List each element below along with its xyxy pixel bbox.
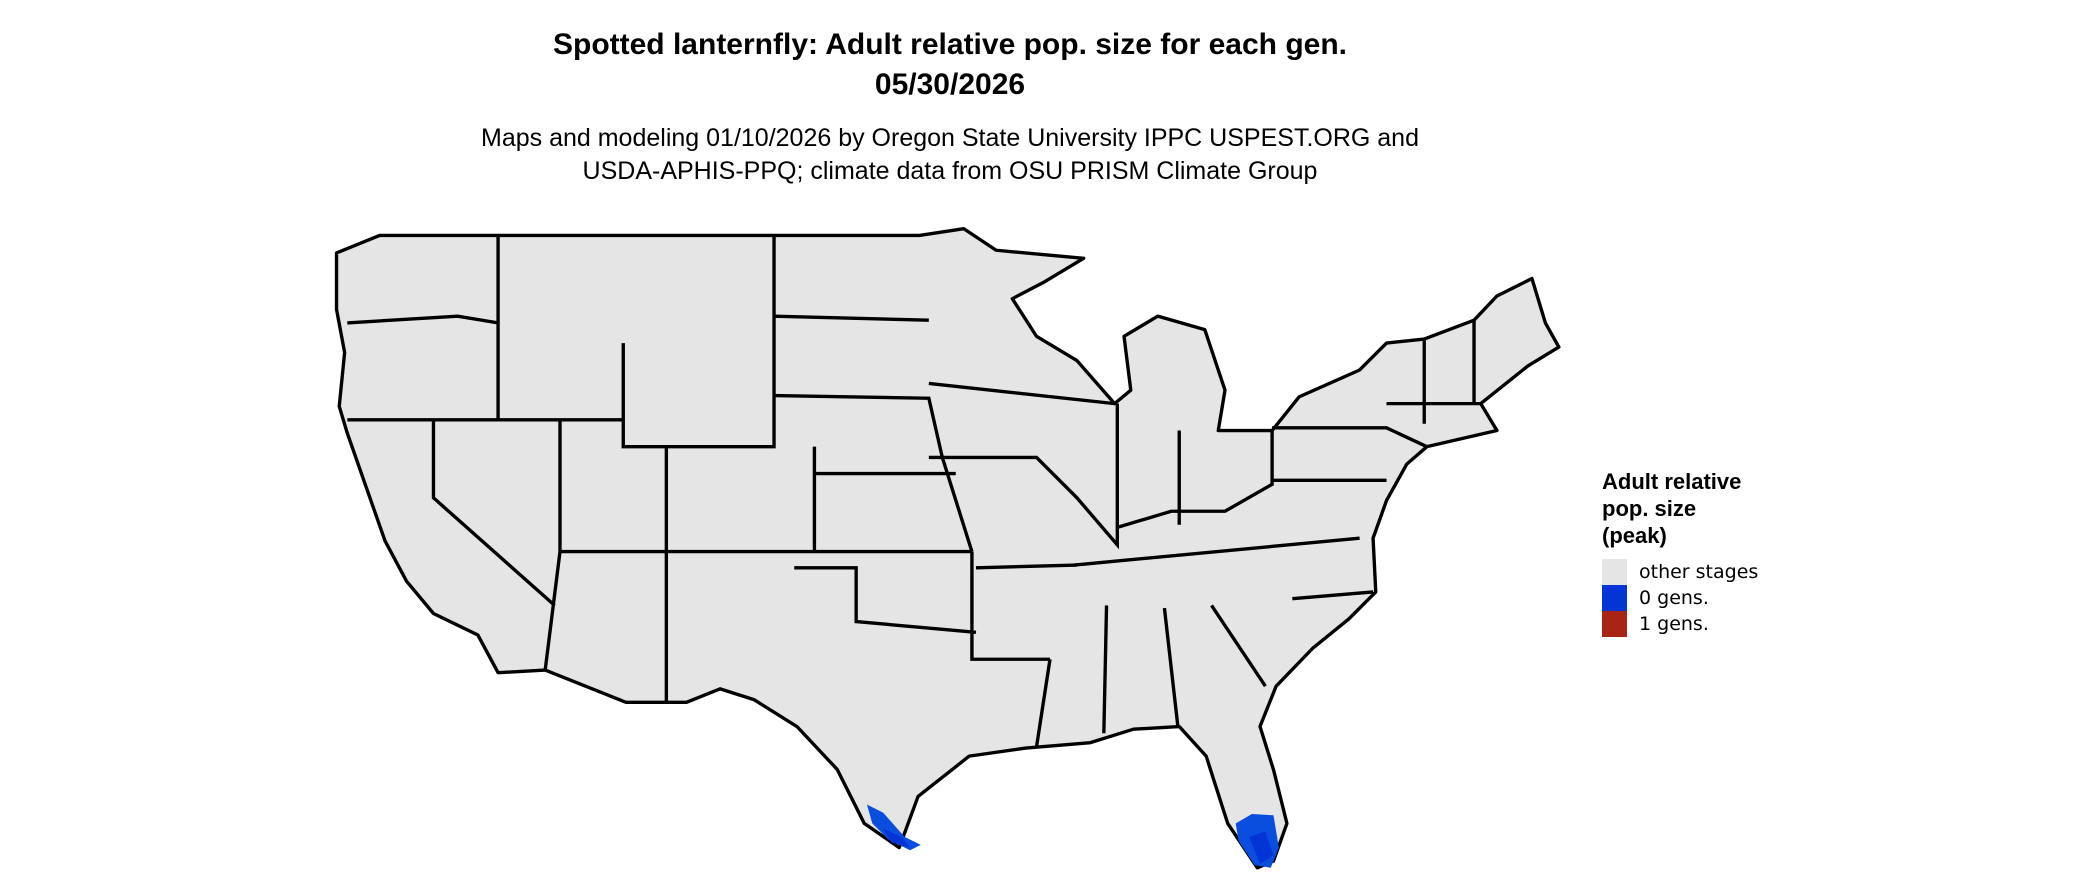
legend-item-1-gens: 1 gens. <box>1602 611 1802 637</box>
legend: Adult relative pop. size (peak) other st… <box>1602 468 1802 637</box>
legend-swatch <box>1602 611 1627 637</box>
subtitle-line-2: USDA-APHIS-PPQ; climate data from OSU PR… <box>582 157 1318 185</box>
legend-label: 0 gens. <box>1639 587 1709 609</box>
highlight-0-gens <box>866 804 1279 868</box>
legend-swatch <box>1602 559 1627 585</box>
legend-item-0-gens: 0 gens. <box>1602 585 1802 611</box>
legend-label: 1 gens. <box>1639 613 1709 635</box>
legend-swatch <box>1602 585 1627 611</box>
legend-item-other-stages: other stages <box>1602 559 1802 585</box>
state-borders <box>347 236 1481 747</box>
legend-label: other stages <box>1639 561 1759 583</box>
texas-patch <box>866 804 921 851</box>
legend-title: Adult relative pop. size (peak) <box>1602 469 1742 548</box>
highlight-dark <box>883 828 1274 864</box>
subtitle-line-1: Maps and modeling 01/10/2026 by Oregon S… <box>481 124 1419 152</box>
us-outline <box>334 227 1561 870</box>
map-date: 05/30/2026 <box>874 68 1026 101</box>
map-title: Spotted lanternfly: Adult relative pop. … <box>552 28 1347 61</box>
